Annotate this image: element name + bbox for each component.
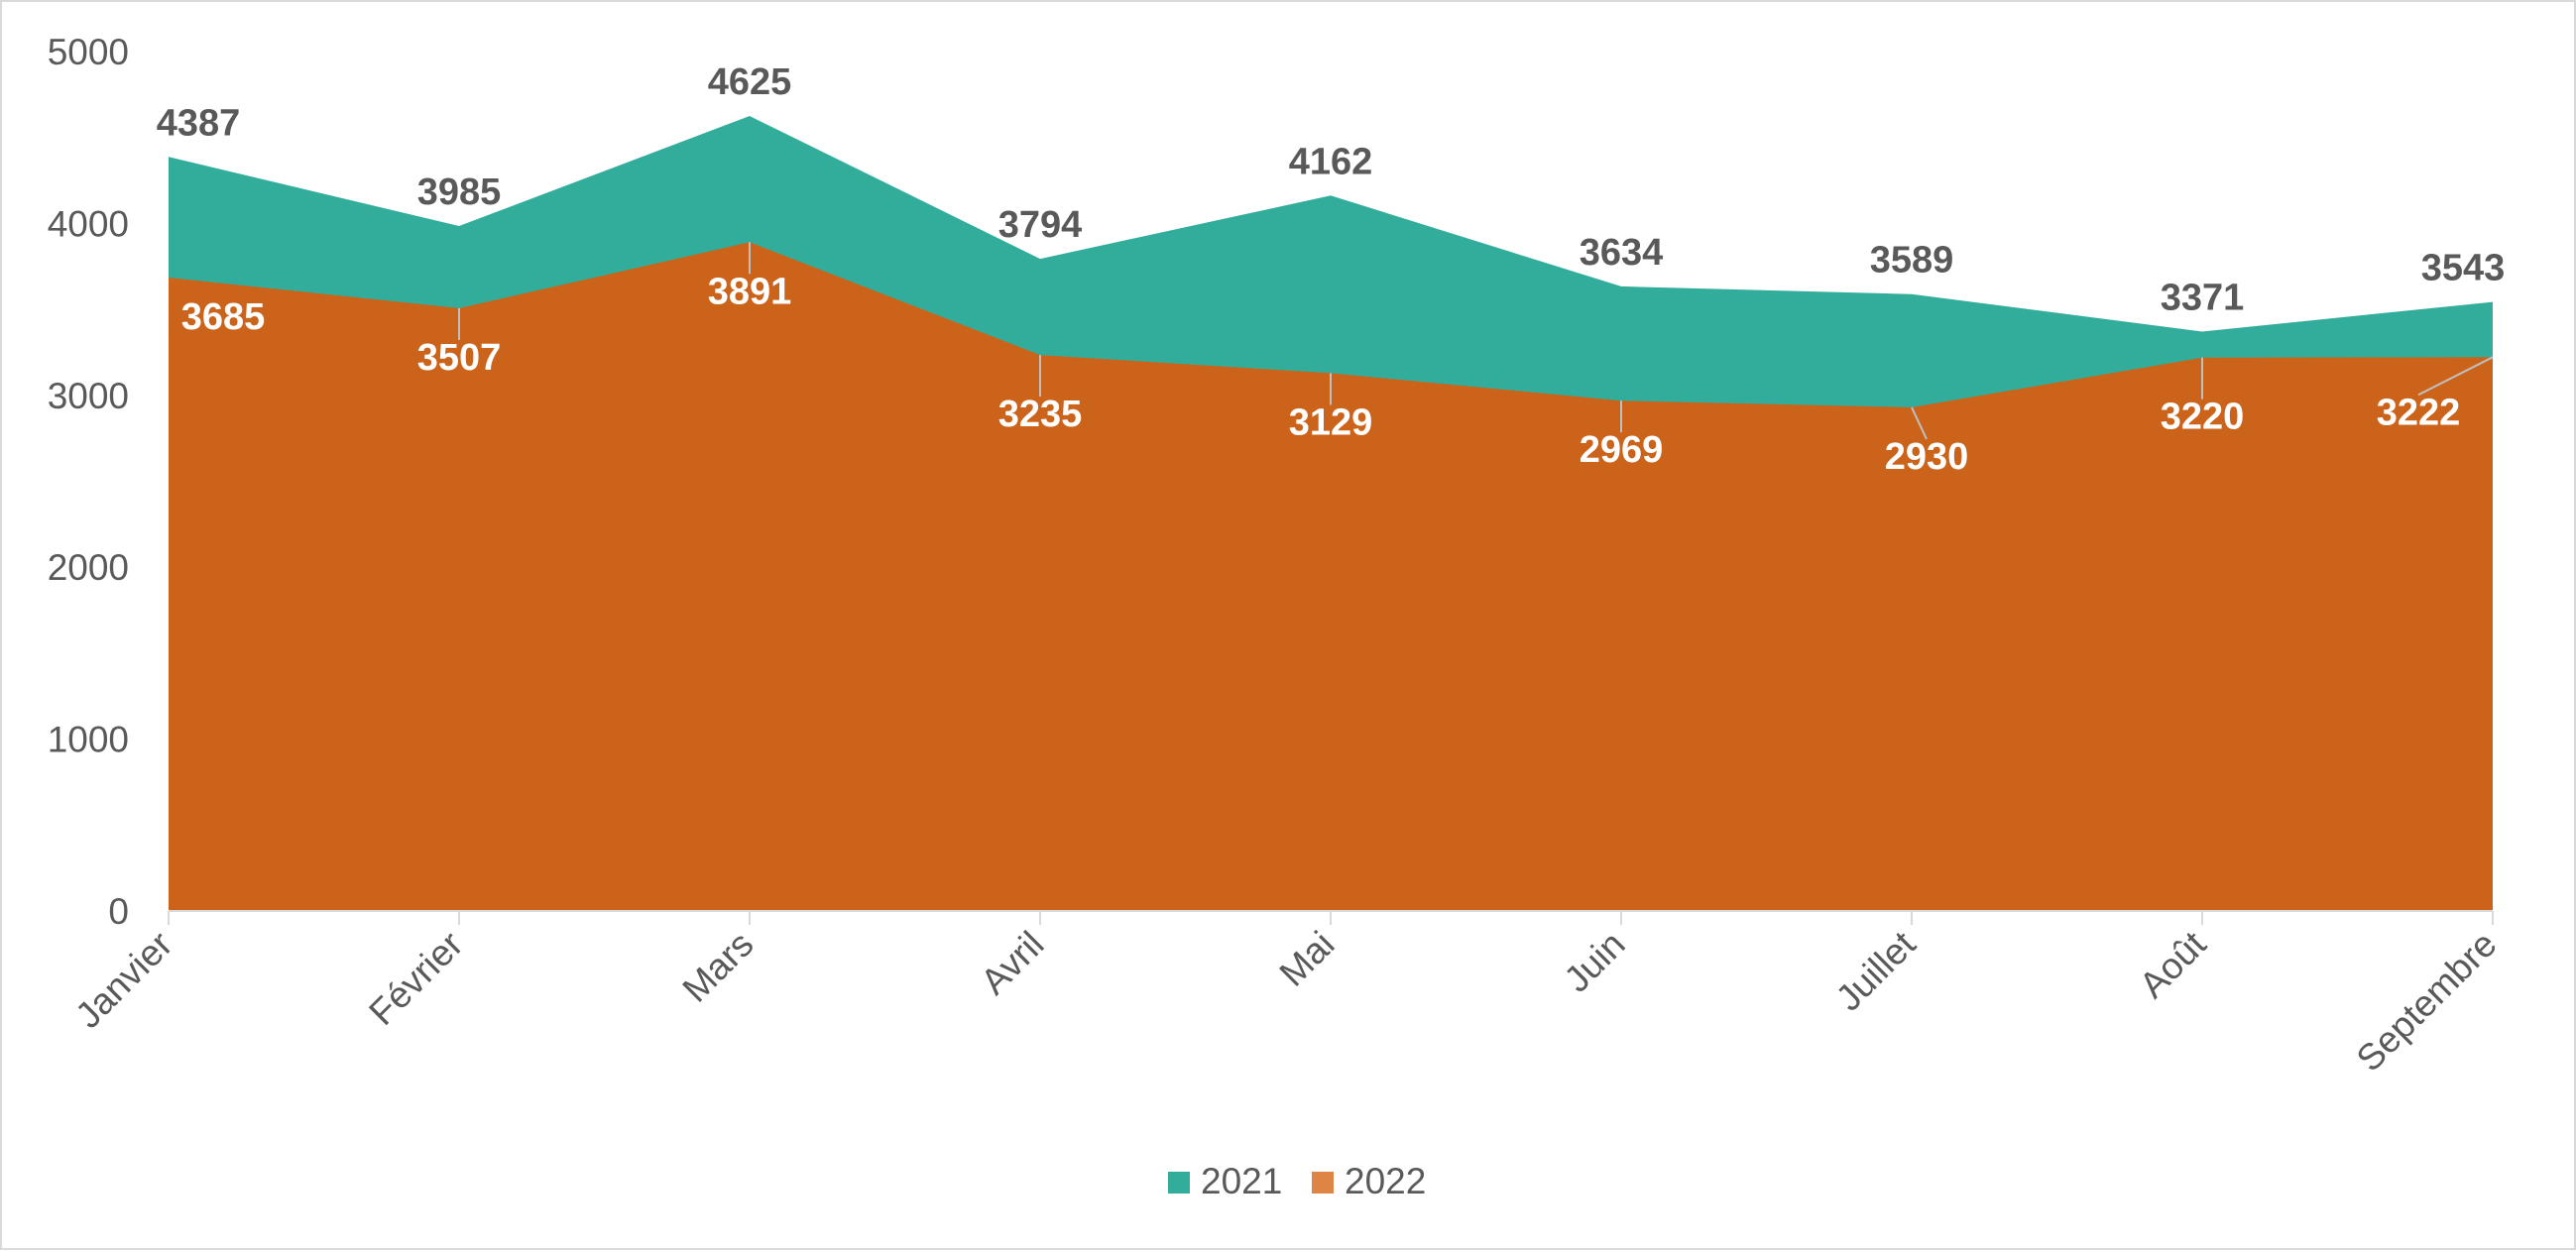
x-tick-label: Juin: [1557, 924, 1633, 1000]
x-tick-label: Avril: [973, 924, 1051, 1002]
leader-line-2022: [2417, 356, 2494, 397]
series-areas: [169, 116, 2493, 912]
data-label-2021: 4162: [1289, 141, 1373, 182]
data-label-2022: 2969: [1580, 429, 1664, 471]
legend-swatch-2022: [1312, 1172, 1334, 1194]
legend-label-2021: 2021: [1201, 1161, 1282, 1201]
y-tick-label: 1000: [48, 720, 129, 760]
x-tick-label: Mai: [1272, 924, 1343, 994]
x-tick-label: Août: [2132, 923, 2214, 1005]
legend-swatch-2021: [1168, 1172, 1190, 1194]
data-label-2021: 3589: [1870, 240, 1954, 282]
x-tick-label: Janvier: [67, 924, 179, 1036]
data-label-2021: 3543: [2421, 248, 2506, 289]
data-label-2021: 3985: [417, 171, 502, 213]
y-tick-label: 4000: [48, 203, 129, 244]
x-tick-label: Juillet: [1828, 923, 1924, 1018]
x-tick-label: Septembre: [2349, 924, 2505, 1080]
data-label-2022: 3891: [708, 271, 792, 312]
y-tick-label: 3000: [48, 376, 129, 416]
leader-line-2022: [1911, 406, 1928, 440]
data-label-2022: 3129: [1289, 401, 1373, 443]
data-label-2022: 2930: [1885, 436, 1969, 478]
data-label-2021: 3371: [2161, 277, 2245, 318]
data-labels: 4387 3985 4625 3794 4162 3634 3589 3371 3543 3685…: [157, 61, 2506, 478]
y-tick-label: 5000: [48, 32, 129, 72]
data-label-2021: 4625: [708, 61, 792, 103]
data-label-2022: 3222: [2377, 392, 2461, 433]
data-label-2021: 4387: [157, 102, 241, 144]
y-tick-label: 2000: [48, 547, 129, 588]
legend-label-2022: 2022: [1345, 1161, 1426, 1201]
data-label-2022: 3507: [417, 337, 502, 379]
data-label-2022: 3685: [181, 296, 266, 338]
data-label-2021: 3794: [998, 204, 1083, 246]
data-label-2022: 3235: [998, 394, 1083, 435]
x-tick-label: Février: [361, 924, 470, 1033]
x-tick-label: Mars: [675, 924, 761, 1010]
y-tick-label: 0: [108, 891, 129, 932]
data-label-2021: 3634: [1580, 232, 1664, 274]
data-label-2022: 3220: [2161, 397, 2245, 438]
leader-lines: [458, 242, 2494, 440]
legend: 2021 2022: [1168, 1161, 1426, 1201]
